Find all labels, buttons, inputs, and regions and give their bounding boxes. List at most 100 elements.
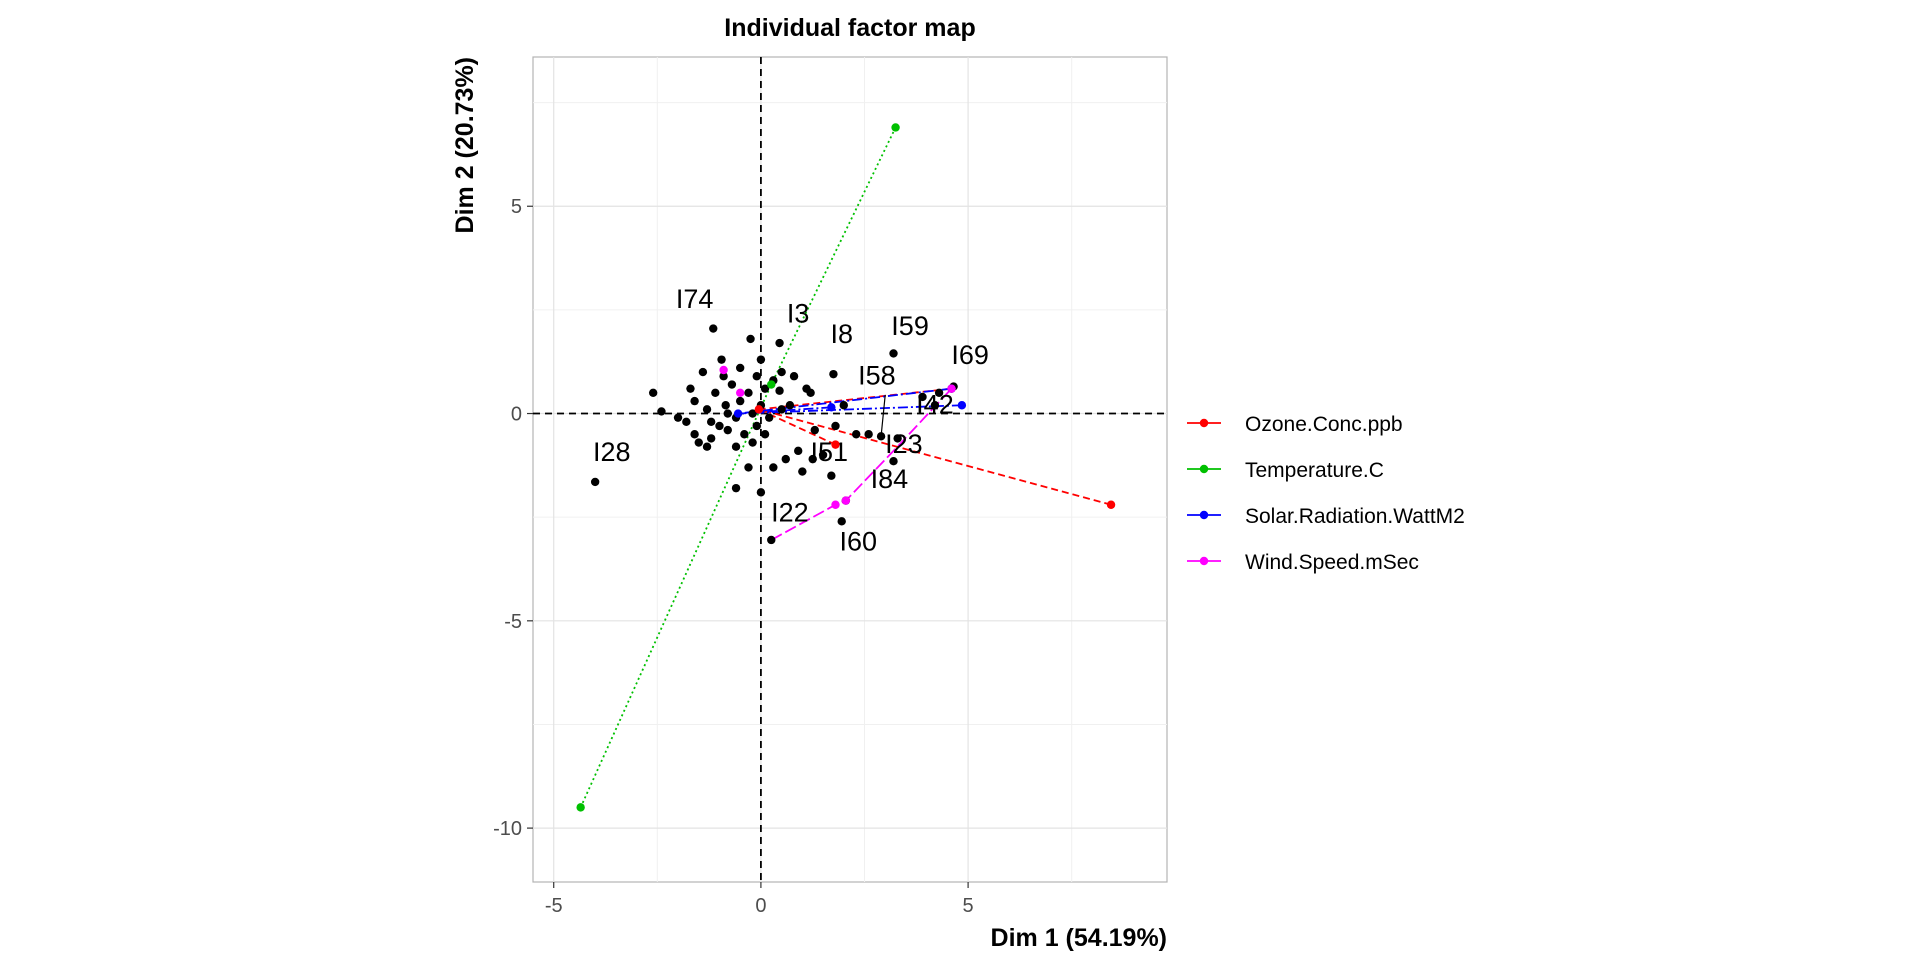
point-label: I69: [951, 340, 989, 370]
individual-point: [752, 372, 761, 381]
legend-item: Solar.Radiation.WattM2: [1187, 505, 1465, 528]
individual-point: [746, 334, 755, 344]
legend: Ozone.Conc.ppb Temperature.C Solar.Radiati…: [1187, 413, 1465, 574]
individual-point: [918, 392, 927, 402]
y-tick-label: -10: [493, 818, 522, 840]
partial-point: [576, 803, 585, 812]
x-axis-title: Dim 1 (54.19%): [991, 924, 1167, 952]
reference-lines: [533, 57, 1167, 882]
plot-panel: [532, 56, 1168, 883]
point-label: I3: [787, 298, 810, 328]
individual-point: [864, 430, 873, 439]
partial-point: [841, 496, 851, 505]
individual-point: [719, 372, 728, 381]
point-label: I59: [891, 311, 929, 341]
legend-key-point: [1199, 556, 1209, 566]
individual-point: [721, 401, 730, 410]
individual-point: [702, 405, 712, 414]
individual-point: [744, 388, 753, 398]
individual-point: [893, 434, 902, 443]
point-label: I84: [871, 464, 909, 494]
individual-point: [775, 386, 784, 395]
individual-point: [727, 380, 737, 389]
individual-point: [769, 463, 778, 472]
individual-point: [839, 401, 848, 410]
legend-key-point: [1199, 464, 1209, 474]
partial-point: [1106, 500, 1116, 509]
individual-point: [731, 483, 741, 493]
legend-item: Wind.Speed.mSec: [1187, 551, 1419, 574]
partial-points: [576, 123, 1116, 812]
individual-point: [764, 413, 774, 422]
partial-point: [831, 440, 840, 449]
point-label: I58: [858, 361, 896, 391]
legend-item: Temperature.C: [1187, 459, 1384, 482]
individual-point: [794, 446, 803, 456]
individual-point: [711, 388, 720, 398]
labeled-point: [829, 369, 838, 379]
legend-label: Solar.Radiation.WattM2: [1245, 505, 1465, 528]
grid-minor: [533, 57, 1167, 882]
series-line-ozone-conc-ppb: [758, 408, 1112, 506]
labeled-point: [590, 477, 600, 487]
x-tick-label: 0: [755, 895, 766, 917]
point-label: I22: [771, 497, 809, 527]
point-label: I8: [830, 319, 853, 349]
point-label: I28: [593, 437, 631, 467]
individual-point: [789, 372, 799, 381]
axis-ticks: -5 0 5 -10 -5 0 5: [493, 196, 974, 917]
labeled-points: I74 I3 I8 I59 I69 I58 I42 I23 I51 I84 I28 I22 I60: [590, 284, 989, 556]
individual-point: [657, 407, 666, 416]
partial-point: [719, 365, 728, 375]
individual-point: [756, 488, 766, 497]
individual-point: [760, 430, 770, 439]
partial-point: [831, 500, 840, 509]
labeled-point: [775, 338, 784, 348]
legend-key-point: [1199, 510, 1209, 520]
individual-point: [723, 425, 732, 435]
point-label: I42: [916, 390, 954, 420]
individual-point: [694, 438, 703, 447]
labeled-point: [837, 517, 846, 526]
partial-point: [947, 384, 956, 393]
individual-point: [760, 384, 770, 393]
individual-point: [698, 367, 708, 377]
individual-point: [717, 355, 726, 364]
individual-point: [831, 421, 840, 431]
mean-point: [767, 380, 776, 389]
individual-point: [723, 409, 732, 418]
individual-point: [706, 417, 716, 427]
y-tick-label: 5: [511, 196, 522, 218]
individual-point: [852, 430, 861, 439]
y-axis-title: Dim 2 (20.73%): [451, 57, 479, 233]
legend-label: Temperature.C: [1245, 459, 1384, 482]
y-tick-label: -5: [504, 611, 522, 633]
individual-point: [706, 434, 716, 443]
individual-point: [777, 405, 786, 414]
point-label: I23: [885, 429, 923, 459]
individual-point: [752, 421, 761, 431]
labeled-point: [889, 457, 898, 466]
individual-point: [690, 430, 699, 439]
legend-label: Wind.Speed.mSec: [1245, 551, 1419, 574]
individual-point: [735, 396, 745, 406]
individual-point: [735, 363, 745, 373]
label-leader-line: [880, 394, 886, 437]
legend-key-point: [1199, 418, 1209, 428]
individual-point: [731, 442, 741, 451]
legend-label: Ozone.Conc.ppb: [1245, 413, 1403, 436]
individual-point: [756, 355, 766, 364]
individual-point: [740, 430, 749, 439]
point-label: I74: [676, 284, 714, 314]
individual-points: [648, 334, 944, 497]
individual-point: [798, 467, 807, 476]
individual-point: [748, 409, 757, 418]
mean-point: [754, 405, 764, 414]
individual-point: [744, 463, 753, 472]
series-line-solar-radiation-wattm2: [738, 404, 962, 415]
series-line-temperature-c: [579, 384, 773, 808]
point-label: I60: [840, 526, 878, 556]
individual-point: [748, 438, 757, 447]
labeled-point: [767, 535, 776, 545]
partial-point: [827, 403, 836, 412]
